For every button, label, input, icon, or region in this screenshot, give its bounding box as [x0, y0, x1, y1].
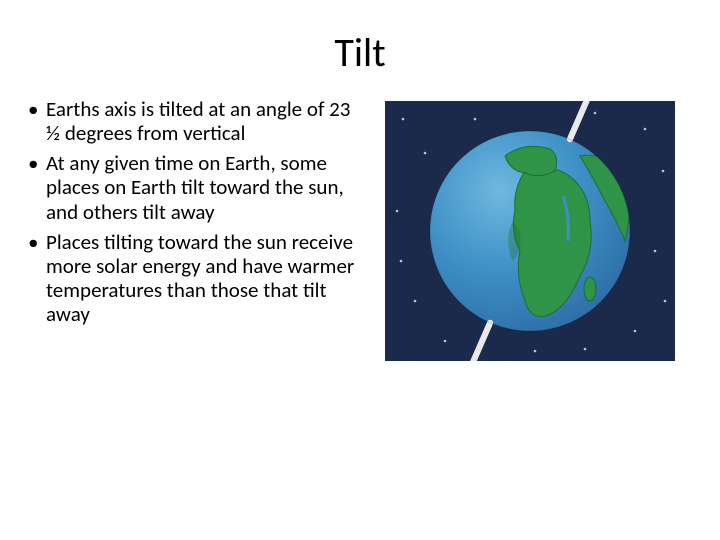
earth-illustration: [385, 101, 675, 361]
list-item: Places tilting toward the sun receive mo…: [28, 230, 358, 327]
bullet-list: Earths axis is tilted at an angle of 23 …: [28, 97, 358, 326]
earth-svg: [385, 101, 675, 361]
list-item: At any given time on Earth, some places …: [28, 151, 358, 223]
content-row: Earths axis is tilted at an angle of 23 …: [0, 97, 720, 361]
list-item: Earths axis is tilted at an angle of 23 …: [28, 97, 358, 145]
page-title: Tilt: [0, 0, 720, 97]
image-column: [368, 97, 692, 361]
text-column: Earths axis is tilted at an angle of 23 …: [28, 97, 368, 361]
